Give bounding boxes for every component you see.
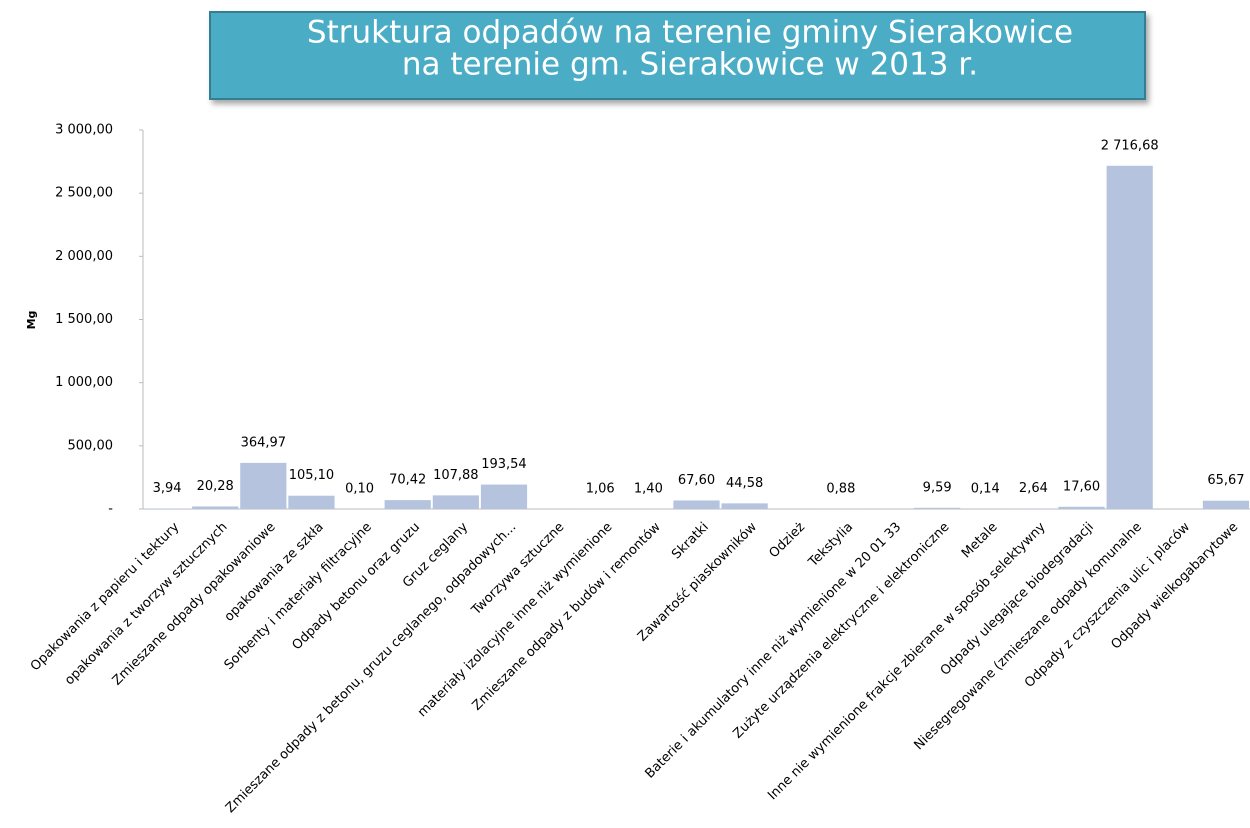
chart-subtitle: na terenie gm. Sierakowice w 2013 r. (402, 47, 978, 83)
bar (192, 506, 239, 509)
value-label: 70,42 (389, 473, 426, 488)
y-tick-label: 3 000,00 (55, 123, 113, 138)
x-tick-label: Zużyte urządzenia elektryczne i elektron… (730, 520, 952, 742)
x-tick-label: Tekstylia (805, 520, 856, 571)
value-label: 0,10 (345, 481, 374, 496)
value-label: 2 716,68 (1101, 138, 1159, 153)
bar (384, 500, 431, 509)
value-label: 44,58 (726, 476, 763, 491)
bar (721, 503, 768, 509)
y-axis-label: Mg (25, 311, 38, 330)
x-tick-label: Niesegregowane (zmieszane odpady komunal… (912, 520, 1145, 753)
value-label: 65,67 (1207, 473, 1244, 488)
value-label: 107,88 (433, 468, 479, 483)
y-tick-label: 1 000,00 (55, 375, 113, 390)
bar (914, 507, 961, 509)
bar (480, 484, 528, 509)
title-box (209, 11, 1146, 100)
bar (432, 495, 479, 509)
value-label: 1,40 (634, 481, 663, 496)
y-tick-label: 2 500,00 (55, 186, 113, 201)
x-tick-label: Metale (959, 520, 1001, 562)
y-tick-label: 2 000,00 (55, 249, 113, 264)
bar (1058, 506, 1105, 509)
x-tick-label: Skratki (669, 520, 712, 563)
value-label: 1,06 (586, 481, 615, 496)
value-label: 17,60 (1063, 479, 1100, 494)
value-label: 193,54 (481, 457, 527, 472)
chart-title: Struktura odpadów na terenie gminy Siera… (307, 15, 1073, 51)
value-label: 364,97 (241, 435, 287, 450)
value-label: 3,94 (153, 481, 182, 496)
bar (288, 495, 335, 509)
value-label: 0,88 (826, 481, 855, 496)
bar (1106, 165, 1153, 509)
value-label: 105,10 (289, 468, 335, 483)
value-label: 67,60 (678, 473, 715, 488)
y-tick-label: 500,00 (68, 438, 114, 453)
bar (673, 500, 720, 509)
x-tick-label: Odzież (767, 520, 809, 562)
value-label: 20,28 (197, 479, 234, 494)
y-tick-label: - (108, 502, 113, 517)
y-tick-label: 1 500,00 (55, 312, 113, 327)
bar (1202, 500, 1250, 509)
value-label: 9,59 (923, 480, 952, 495)
bar (240, 462, 287, 509)
value-label: 2,64 (1019, 481, 1048, 496)
x-tick-label: Tworzywa sztuczne (468, 520, 567, 619)
value-label: 0,14 (971, 481, 1000, 496)
